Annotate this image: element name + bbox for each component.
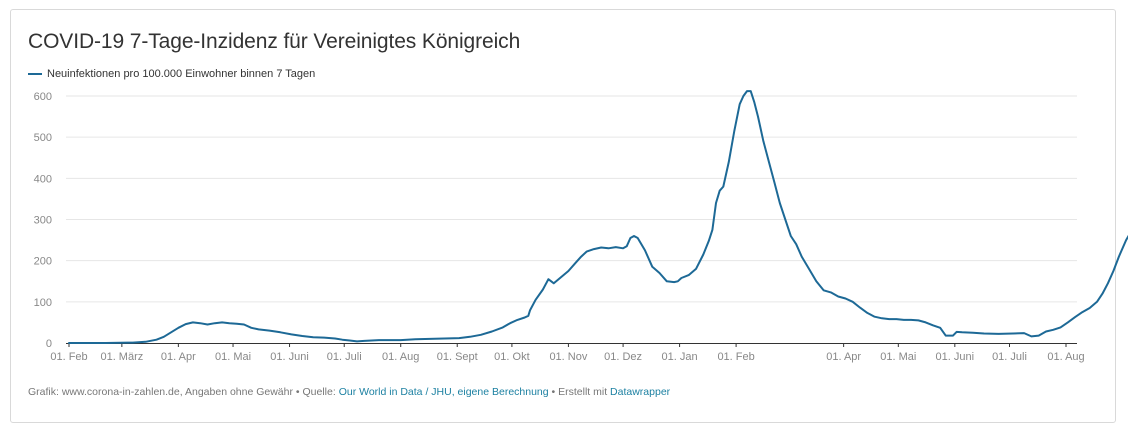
- x-tick-label: 01. Mai: [880, 351, 916, 363]
- x-tick-label: 01. Aug: [382, 351, 419, 363]
- chart-title: COVID-19 7-Tage-Inzidenz für Vereinigtes…: [28, 30, 521, 53]
- y-tick-label: 100: [34, 297, 52, 309]
- y-tick-label: 300: [34, 215, 52, 227]
- x-tick-label: 01. Juni: [936, 351, 975, 363]
- x-tick-label: 01. Okt: [494, 351, 529, 363]
- x-tick-label: 01. Apr: [826, 351, 861, 363]
- x-tick-label: 01. Juli: [992, 351, 1027, 363]
- footer: Grafik: www.corona-in-zahlen.de, Angaben…: [28, 386, 670, 398]
- x-tick-label: 01. Mai: [215, 351, 251, 363]
- x-axis-ticks: 01. Feb 01. März 01. Apr 01. Mai 01. Juni 01.…: [50, 343, 1085, 363]
- x-tick-label: 01. Juni: [270, 351, 309, 363]
- source-link[interactable]: Our World in Data / JHU, eigene Berechnu…: [338, 386, 549, 398]
- datawrapper-link[interactable]: Datawrapper: [610, 386, 671, 398]
- y-tick-label: 200: [34, 256, 52, 268]
- legend-swatch: [28, 73, 42, 75]
- x-tick-label: 01. Aug: [1047, 351, 1084, 363]
- x-tick-label: 01. Sept: [437, 351, 478, 363]
- y-tick-label: 0: [46, 338, 52, 350]
- legend-label: Neuinfektionen pro 100.000 Einwohner bin…: [47, 68, 316, 80]
- y-tick-label: 500: [34, 132, 52, 144]
- footer-prefix: Grafik: www.corona-in-zahlen.de, Angaben…: [28, 386, 339, 398]
- y-axis-ticks: 0 100 200 300 400 500 600: [34, 91, 52, 350]
- gridlines: [66, 95, 1077, 303]
- legend: Neuinfektionen pro 100.000 Einwohner bin…: [28, 68, 315, 80]
- x-tick-label: 01. Feb: [717, 351, 754, 363]
- x-tick-label: 01. Dez: [604, 351, 642, 363]
- y-tick-label: 600: [34, 91, 52, 103]
- series-line-incidence: [68, 90, 1128, 344]
- chart-card: [10, 9, 1116, 423]
- x-tick-label: 01. Apr: [161, 351, 196, 363]
- x-tick-label: 01. Feb: [50, 351, 87, 363]
- footer-middle: • Erstellt mit: [548, 386, 611, 398]
- x-tick-label: 01. Juli: [327, 351, 362, 363]
- y-tick-label: 400: [34, 173, 52, 185]
- x-tick-label: 01. März: [100, 351, 143, 363]
- x-tick-label: 01. Jan: [662, 351, 698, 363]
- x-tick-label: 01. Nov: [549, 351, 587, 363]
